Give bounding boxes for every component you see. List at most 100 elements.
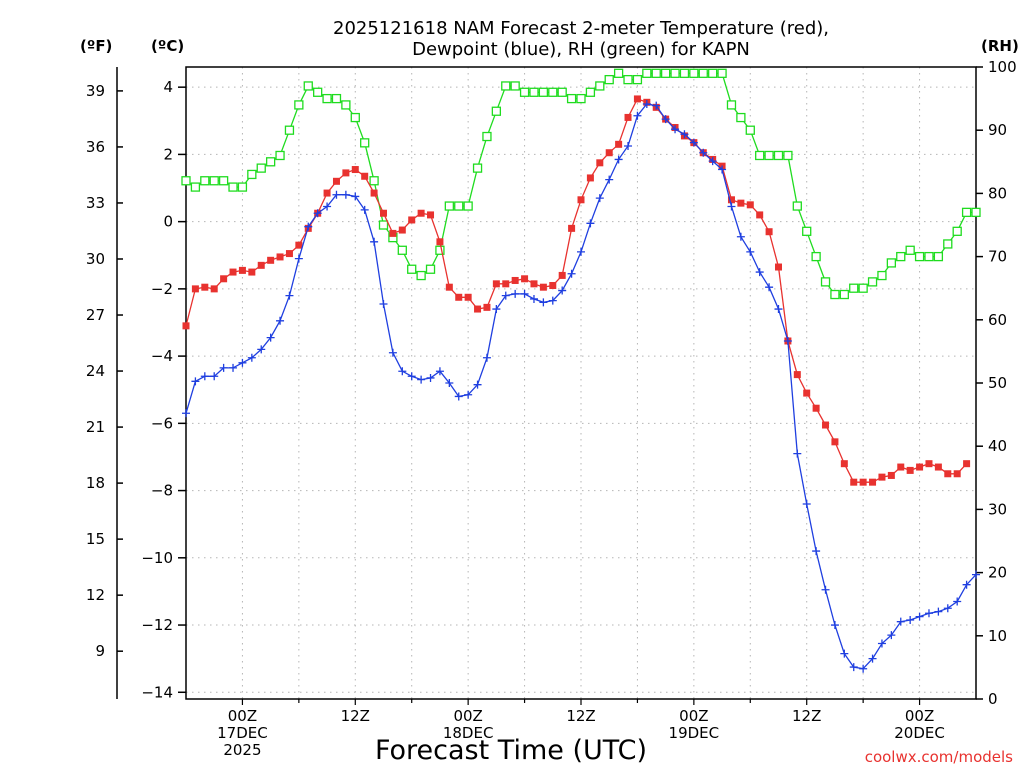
data-point [858,283,868,293]
data-point [285,291,294,300]
celsius-tick-label: −2 [151,280,173,298]
data-point [896,617,905,626]
time-tick-label: 00Z [228,707,257,725]
data-point [191,377,200,386]
data-point [840,460,848,468]
time-tick-label: 18DEC [443,724,494,742]
data-point [793,449,802,458]
fahrenheit-unit-label: (ºF) [80,37,112,55]
data-point [962,580,971,589]
data-point [867,277,878,287]
celsius-tick-label: 2 [163,145,173,163]
data-point [868,654,877,663]
data-point [492,280,500,288]
series-rh [181,68,981,300]
fahrenheit-tick-label: 18 [86,474,105,492]
data-point [859,478,867,486]
data-point [595,81,605,91]
data-point [463,201,473,211]
data-point [642,68,652,78]
data-point [539,298,548,307]
rh-tick-label: 90 [988,121,1007,139]
data-point [736,232,745,241]
data-point [850,478,858,486]
data-point [689,68,699,78]
data-point [793,371,801,379]
data-point [604,74,614,85]
data-point [416,270,426,281]
data-point [577,196,585,204]
data-point [361,172,369,180]
data-point [652,101,661,110]
data-point [397,245,407,255]
data-point [849,663,858,672]
data-point [191,285,199,293]
data-point [351,166,359,174]
data-point [276,253,284,261]
data-point [294,100,304,110]
data-point [624,113,632,121]
data-point [529,87,539,97]
data-point [915,612,924,621]
data-point [190,182,201,192]
data-point [248,268,256,276]
data-point [218,176,229,186]
rh-tick-label: 20 [988,564,1007,582]
plot-frame [185,66,977,700]
fahrenheit-tick-label: 9 [95,642,105,660]
time-tick-label: 12Z [792,707,821,725]
data-point [511,276,519,284]
data-point [294,254,303,263]
data-point [209,176,219,186]
time-tick-label: 00Z [905,707,934,725]
data-point [717,68,727,78]
time-tick-label: 00Z [679,707,708,725]
data-point [445,283,453,291]
data-point [822,421,830,429]
series-line [185,72,976,296]
gridlines [186,67,976,699]
data-point [576,93,586,104]
data-point [267,256,275,264]
data-point [529,294,538,303]
data-point [238,358,247,367]
data-point [332,190,341,199]
data-point [887,471,895,479]
time-tick-label: 20DEC [894,724,945,742]
celsius-tick-label: −14 [141,683,173,701]
data-point [953,597,962,606]
data-point [783,336,792,345]
data-point [389,229,397,237]
fahrenheit-tick-label: 21 [86,418,105,436]
data-point [811,251,821,262]
data-point [972,570,980,579]
data-point [454,201,464,211]
data-point [887,631,896,640]
data-point [200,372,209,381]
celsius-tick-label: −6 [151,414,173,432]
data-point [425,264,436,274]
data-point [360,205,369,214]
data-point [247,353,256,362]
data-point [295,241,303,249]
data-point [586,219,595,228]
data-point [474,305,482,313]
data-point [238,266,246,274]
data-point [821,585,830,594]
data-point [482,131,492,142]
rh-tick-label: 70 [988,248,1007,266]
data-point [492,305,501,314]
data-point [896,251,906,262]
data-point [266,333,275,342]
data-point [538,87,549,97]
data-point [820,277,831,287]
data-point [501,81,511,91]
data-point [303,81,313,91]
data-point [718,165,727,174]
data-point [775,263,782,271]
data-point [689,138,698,147]
rh-tick-label: 60 [988,311,1007,329]
data-point [803,389,811,397]
data-point [698,68,708,78]
data-point [182,322,190,330]
